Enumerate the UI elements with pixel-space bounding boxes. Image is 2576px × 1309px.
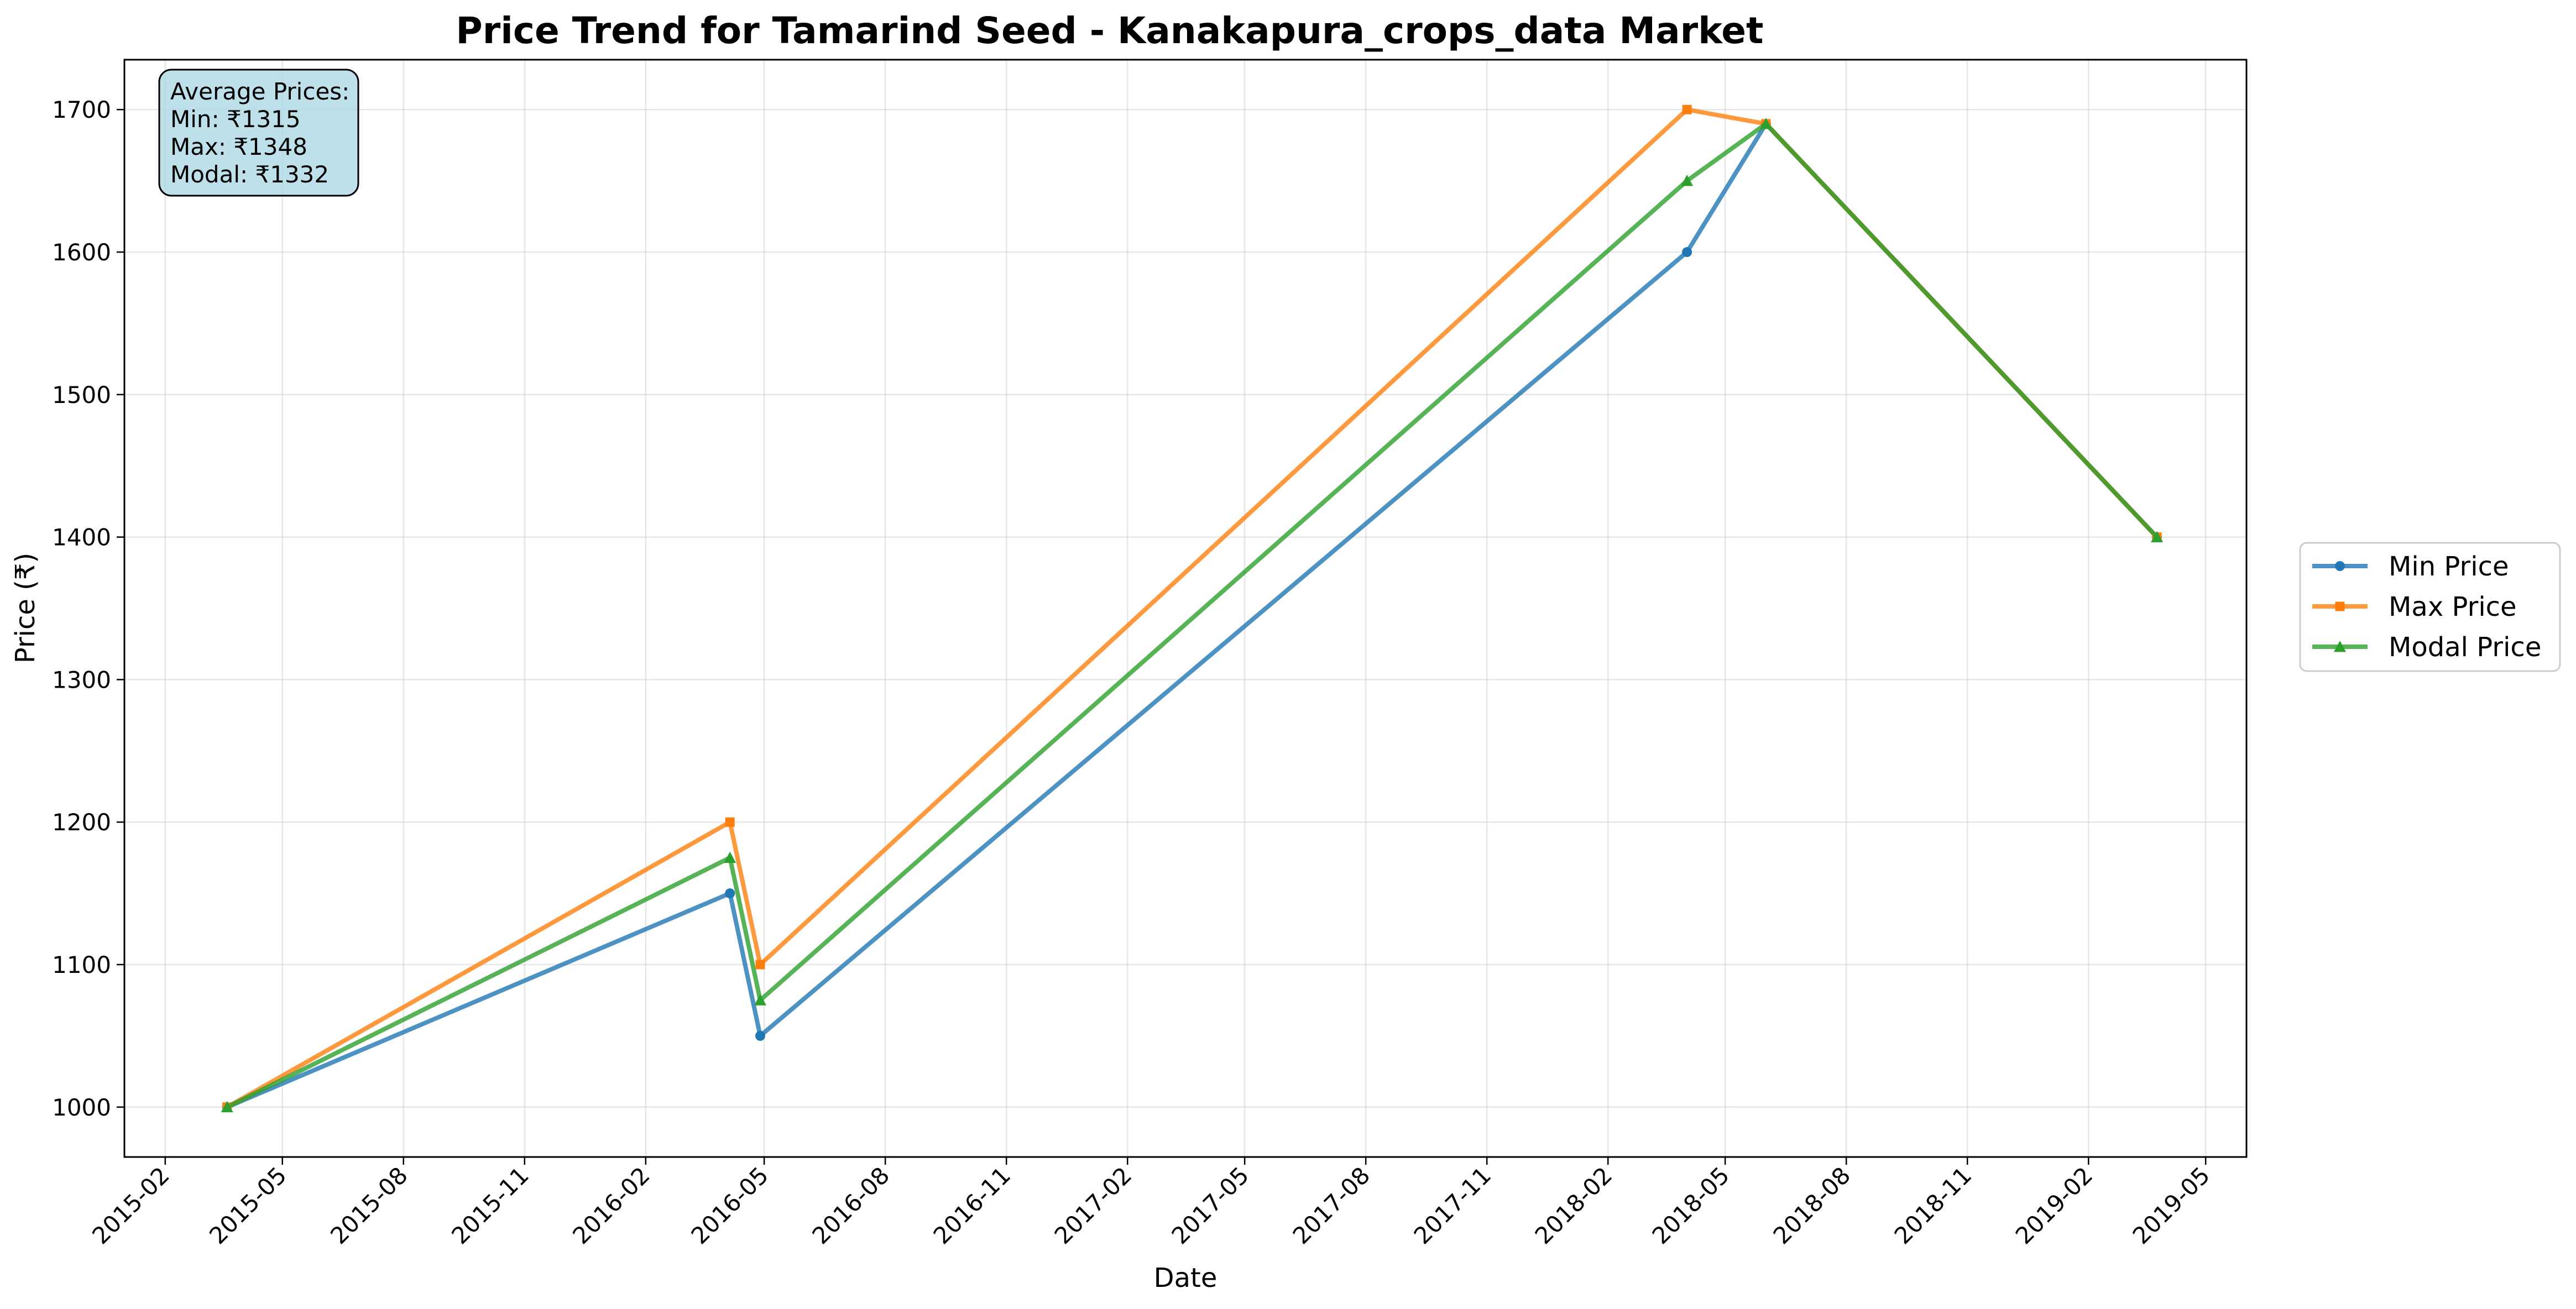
- max-price-point: [1682, 104, 1692, 114]
- y-tick-label: 1200: [52, 809, 111, 836]
- min-price-point: [1682, 247, 1692, 258]
- x-tick-label: 2019-02: [2010, 1161, 2098, 1249]
- max-price-series: [222, 104, 2162, 1112]
- y-tick-label: 1300: [52, 666, 111, 693]
- modal-price-point: [221, 1101, 233, 1113]
- chart-title: Price Trend for Tamarind Seed - Kanakapu…: [456, 9, 1763, 52]
- x-tick-label: 2017-08: [1288, 1161, 1376, 1249]
- min-price-point: [755, 1030, 765, 1041]
- plot-area: [123, 59, 2248, 1158]
- annotation-line: Modal: ₹1332: [170, 161, 329, 188]
- x-tick-label: 2015-11: [446, 1161, 534, 1249]
- legend: Min Price Max Price Modal Price: [2299, 542, 2561, 672]
- annotation-line: Max: ₹1348: [170, 133, 307, 160]
- x-tick-label: 2017-11: [1409, 1161, 1497, 1249]
- y-tick-label: 1100: [52, 951, 111, 978]
- grid-lines: [124, 60, 2246, 1157]
- x-tick-label: 2015-08: [325, 1161, 413, 1249]
- min-price-legend-marker: [2335, 561, 2345, 571]
- max-price-legend-marker: [2335, 601, 2345, 611]
- x-tick-label: 2015-02: [87, 1161, 175, 1249]
- x-tick-label: 2018-08: [1768, 1161, 1856, 1249]
- x-tick-label: 2018-02: [1530, 1161, 1618, 1249]
- y-tick-label: 1700: [52, 96, 111, 123]
- x-tick-label: 2016-08: [807, 1161, 895, 1249]
- x-tick-label: 2019-05: [2128, 1161, 2216, 1249]
- x-tick-label: 2015-05: [204, 1161, 292, 1249]
- max-price-point: [725, 817, 735, 827]
- max-price-legend-label: Max Price: [2389, 591, 2517, 622]
- modal-price-point: [2151, 531, 2164, 542]
- x-tick-label: 2016-02: [567, 1161, 655, 1249]
- x-tick-label: 2018-11: [1889, 1161, 1977, 1249]
- x-tick-label: 2017-02: [1049, 1161, 1137, 1249]
- min-price-line: [224, 122, 2160, 1109]
- modal-price-point: [1759, 118, 1772, 129]
- max-price-line: [224, 107, 2160, 1109]
- modal-price-point: [1681, 175, 1694, 186]
- modal-price-legend-marker: [2334, 641, 2346, 652]
- min-price-point: [725, 888, 735, 899]
- y-tick-label: 1500: [52, 381, 111, 409]
- x-axis-label: Date: [1154, 1263, 1218, 1294]
- y-tick-label: 1000: [52, 1094, 111, 1121]
- modal-price-line: [224, 122, 2160, 1109]
- max-price-point: [755, 960, 765, 970]
- x-tick-label: 2017-05: [1166, 1161, 1254, 1249]
- modal-price-point: [754, 994, 766, 1006]
- x-tick-label: 2016-05: [686, 1161, 774, 1249]
- legend-box: [2299, 542, 2561, 672]
- data-series: [221, 104, 2164, 1113]
- average-prices-box: Average Prices: Min: ₹1315 Max: ₹1348 Mo…: [158, 69, 359, 197]
- modal-price-series: [221, 118, 2164, 1113]
- modal-price-legend-label: Modal Price: [2389, 632, 2541, 663]
- annotation-line: Average Prices:: [170, 78, 349, 105]
- y-tick-label: 1400: [52, 524, 111, 551]
- y-axis-label: Price (₹): [10, 553, 41, 663]
- annotation-box: [158, 69, 359, 197]
- y-tick-label: 1600: [52, 239, 111, 266]
- modal-price-point: [724, 851, 736, 863]
- x-tick-label: 2018-05: [1647, 1161, 1734, 1249]
- min-price-legend-label: Min Price: [2389, 551, 2509, 582]
- x-tick-label: 2016-11: [928, 1161, 1016, 1249]
- annotation-line: Min: ₹1315: [170, 106, 301, 133]
